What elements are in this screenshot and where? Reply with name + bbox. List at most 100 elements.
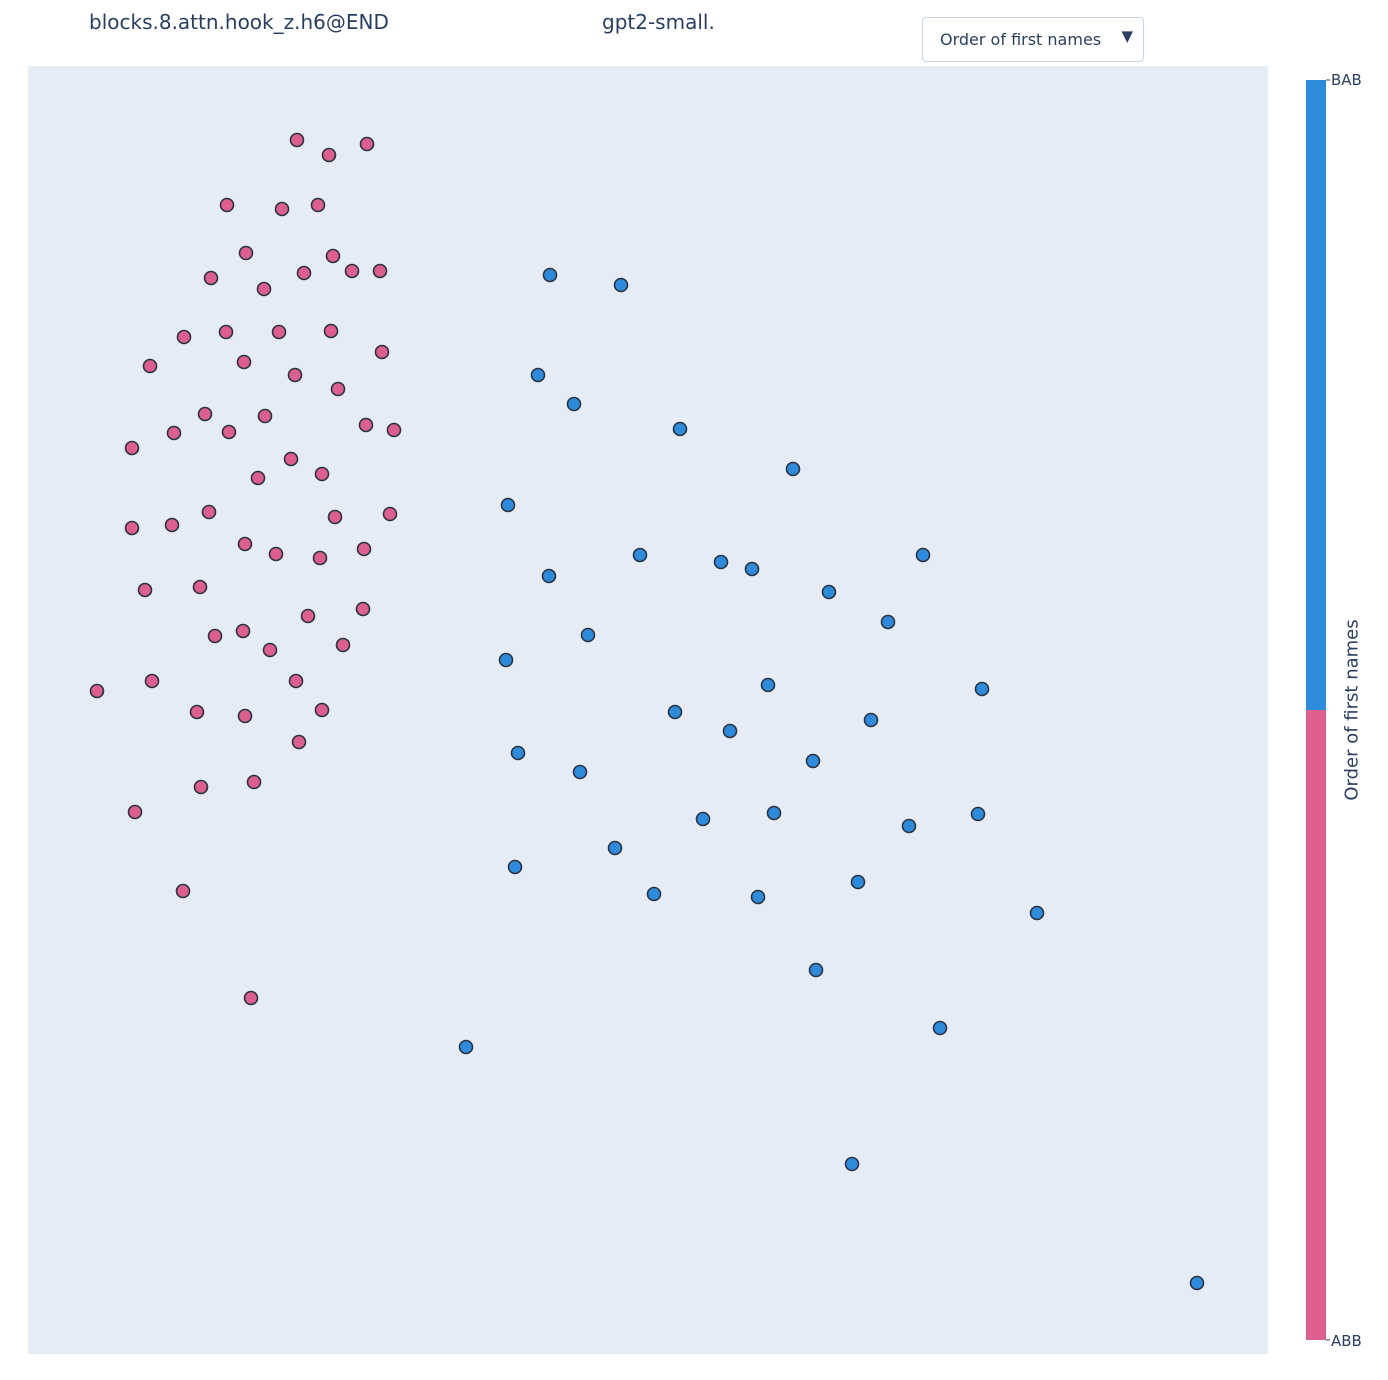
point-bab-38[interactable] xyxy=(1189,1275,1205,1291)
point-abb-19[interactable] xyxy=(287,367,303,383)
point-abb-53[interactable] xyxy=(237,708,253,724)
point-bab-20[interactable] xyxy=(863,712,879,728)
point-bab-21[interactable] xyxy=(510,745,526,761)
point-abb-37[interactable] xyxy=(237,536,253,552)
point-abb-9[interactable] xyxy=(256,281,272,297)
point-abb-2[interactable] xyxy=(359,136,375,152)
point-abb-21[interactable] xyxy=(330,381,346,397)
point-bab-29[interactable] xyxy=(507,859,523,875)
point-bab-11[interactable] xyxy=(915,547,931,563)
point-bab-31[interactable] xyxy=(750,889,766,905)
point-abb-22[interactable] xyxy=(197,406,213,422)
point-abb-8[interactable] xyxy=(203,270,219,286)
point-abb-15[interactable] xyxy=(271,324,287,340)
point-bab-8[interactable] xyxy=(713,554,729,570)
point-abb-33[interactable] xyxy=(164,517,180,533)
point-abb-26[interactable] xyxy=(166,425,182,441)
point-abb-32[interactable] xyxy=(124,520,140,536)
point-bab-12[interactable] xyxy=(541,568,557,584)
point-bab-35[interactable] xyxy=(932,1020,948,1036)
point-abb-6[interactable] xyxy=(238,245,254,261)
point-bab-23[interactable] xyxy=(805,753,821,769)
point-abb-5[interactable] xyxy=(310,197,326,213)
point-abb-10[interactable] xyxy=(296,265,312,281)
point-bab-19[interactable] xyxy=(722,723,738,739)
point-abb-48[interactable] xyxy=(335,637,351,653)
point-abb-25[interactable] xyxy=(124,440,140,456)
point-abb-51[interactable] xyxy=(288,673,304,689)
point-abb-38[interactable] xyxy=(268,546,284,562)
point-abb-40[interactable] xyxy=(356,541,372,557)
point-bab-26[interactable] xyxy=(901,818,917,834)
point-bab-5[interactable] xyxy=(785,461,801,477)
point-abb-45[interactable] xyxy=(207,628,223,644)
point-abb-44[interactable] xyxy=(355,601,371,617)
point-bab-15[interactable] xyxy=(498,652,514,668)
point-abb-4[interactable] xyxy=(274,201,290,217)
point-abb-49[interactable] xyxy=(89,683,105,699)
point-abb-7[interactable] xyxy=(325,248,341,264)
point-bab-25[interactable] xyxy=(766,805,782,821)
point-bab-2[interactable] xyxy=(530,367,546,383)
point-abb-16[interactable] xyxy=(323,323,339,339)
point-bab-3[interactable] xyxy=(566,396,582,412)
point-abb-3[interactable] xyxy=(219,197,235,213)
point-abb-17[interactable] xyxy=(142,358,158,374)
point-abb-36[interactable] xyxy=(382,506,398,522)
point-bab-37[interactable] xyxy=(844,1156,860,1172)
point-bab-28[interactable] xyxy=(607,840,623,856)
point-bab-32[interactable] xyxy=(850,874,866,890)
point-abb-20[interactable] xyxy=(374,344,390,360)
point-abb-29[interactable] xyxy=(283,451,299,467)
point-abb-34[interactable] xyxy=(201,504,217,520)
point-abb-28[interactable] xyxy=(386,422,402,438)
point-abb-12[interactable] xyxy=(372,263,388,279)
point-bab-6[interactable] xyxy=(500,497,516,513)
point-abb-27[interactable] xyxy=(358,417,374,433)
point-abb-52[interactable] xyxy=(189,704,205,720)
point-abb-55[interactable] xyxy=(291,734,307,750)
point-bab-13[interactable] xyxy=(580,627,596,643)
point-bab-34[interactable] xyxy=(808,962,824,978)
point-bab-27[interactable] xyxy=(970,806,986,822)
point-abb-57[interactable] xyxy=(193,779,209,795)
point-abb-24[interactable] xyxy=(221,424,237,440)
point-bab-33[interactable] xyxy=(1029,905,1045,921)
point-abb-42[interactable] xyxy=(192,579,208,595)
point-bab-36[interactable] xyxy=(458,1039,474,1055)
point-bab-10[interactable] xyxy=(821,584,837,600)
point-abb-41[interactable] xyxy=(137,582,153,598)
point-bab-1[interactable] xyxy=(613,277,629,293)
point-bab-18[interactable] xyxy=(667,704,683,720)
point-bab-24[interactable] xyxy=(695,811,711,827)
point-abb-47[interactable] xyxy=(262,642,278,658)
point-abb-56[interactable] xyxy=(127,804,143,820)
point-bab-4[interactable] xyxy=(672,421,688,437)
point-abb-13[interactable] xyxy=(176,329,192,345)
point-abb-0[interactable] xyxy=(289,132,305,148)
point-abb-60[interactable] xyxy=(243,990,259,1006)
point-bab-30[interactable] xyxy=(646,886,662,902)
point-abb-1[interactable] xyxy=(321,147,337,163)
point-bab-16[interactable] xyxy=(760,677,776,693)
point-abb-59[interactable] xyxy=(175,883,191,899)
point-abb-58[interactable] xyxy=(246,774,262,790)
point-abb-31[interactable] xyxy=(250,470,266,486)
point-abb-43[interactable] xyxy=(300,608,316,624)
point-abb-18[interactable] xyxy=(236,354,252,370)
point-abb-46[interactable] xyxy=(235,623,251,639)
point-abb-35[interactable] xyxy=(327,509,343,525)
point-abb-54[interactable] xyxy=(314,702,330,718)
point-abb-23[interactable] xyxy=(257,408,273,424)
point-bab-22[interactable] xyxy=(572,764,588,780)
point-bab-7[interactable] xyxy=(632,547,648,563)
point-bab-17[interactable] xyxy=(974,681,990,697)
point-abb-14[interactable] xyxy=(218,324,234,340)
point-bab-0[interactable] xyxy=(542,267,558,283)
color-by-dropdown[interactable]: Order of first names ▼ xyxy=(922,17,1144,62)
point-abb-39[interactable] xyxy=(312,550,328,566)
point-abb-50[interactable] xyxy=(144,673,160,689)
point-bab-14[interactable] xyxy=(880,614,896,630)
point-abb-30[interactable] xyxy=(314,466,330,482)
point-bab-9[interactable] xyxy=(744,561,760,577)
